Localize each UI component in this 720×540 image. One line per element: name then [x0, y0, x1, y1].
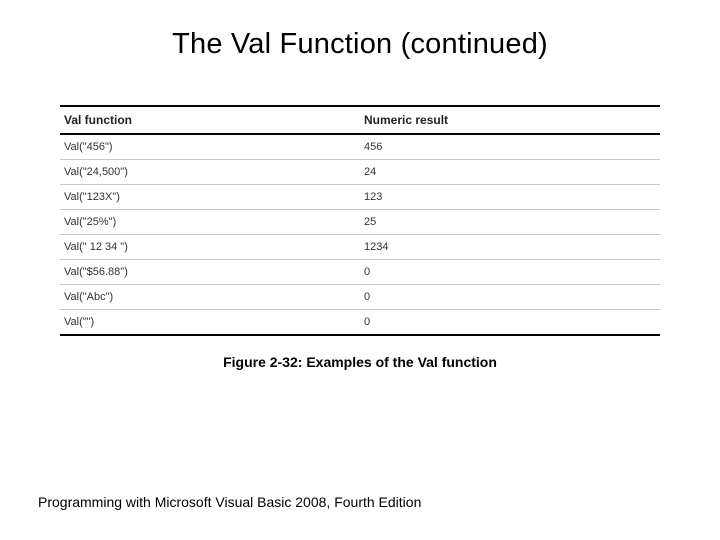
page-title: The Val Function (continued) — [0, 0, 720, 81]
footer-text: Programming with Microsoft Visual Basic … — [38, 494, 421, 510]
figure-caption: Figure 2-32: Examples of the Val functio… — [60, 354, 660, 370]
table-row: Val(" 12 34 ") 1234 — [60, 235, 660, 260]
cell-function: Val("$56.88") — [60, 260, 360, 285]
table-header-row: Val function Numeric result — [60, 106, 660, 134]
cell-function: Val("456") — [60, 134, 360, 160]
table-row: Val("123X") 123 — [60, 185, 660, 210]
table-row: Val("25%") 25 — [60, 210, 660, 235]
column-header-function: Val function — [60, 106, 360, 134]
cell-function: Val("25%") — [60, 210, 360, 235]
cell-result: 0 — [360, 310, 660, 336]
val-function-table: Val function Numeric result Val("456") 4… — [60, 105, 660, 336]
column-header-result: Numeric result — [360, 106, 660, 134]
cell-result: 1234 — [360, 235, 660, 260]
table-row: Val("456") 456 — [60, 134, 660, 160]
cell-result: 0 — [360, 285, 660, 310]
cell-result: 25 — [360, 210, 660, 235]
cell-function: Val("") — [60, 310, 360, 336]
table-row: Val("24,500") 24 — [60, 160, 660, 185]
cell-result: 24 — [360, 160, 660, 185]
slide: The Val Function (continued) Val functio… — [0, 0, 720, 540]
val-table-container: Val function Numeric result Val("456") 4… — [60, 105, 660, 370]
cell-function: Val("24,500") — [60, 160, 360, 185]
table-row: Val("Abc") 0 — [60, 285, 660, 310]
cell-result: 123 — [360, 185, 660, 210]
cell-function: Val(" 12 34 ") — [60, 235, 360, 260]
cell-function: Val("123X") — [60, 185, 360, 210]
cell-result: 456 — [360, 134, 660, 160]
cell-result: 0 — [360, 260, 660, 285]
table-row: Val("$56.88") 0 — [60, 260, 660, 285]
cell-function: Val("Abc") — [60, 285, 360, 310]
table-row: Val("") 0 — [60, 310, 660, 336]
